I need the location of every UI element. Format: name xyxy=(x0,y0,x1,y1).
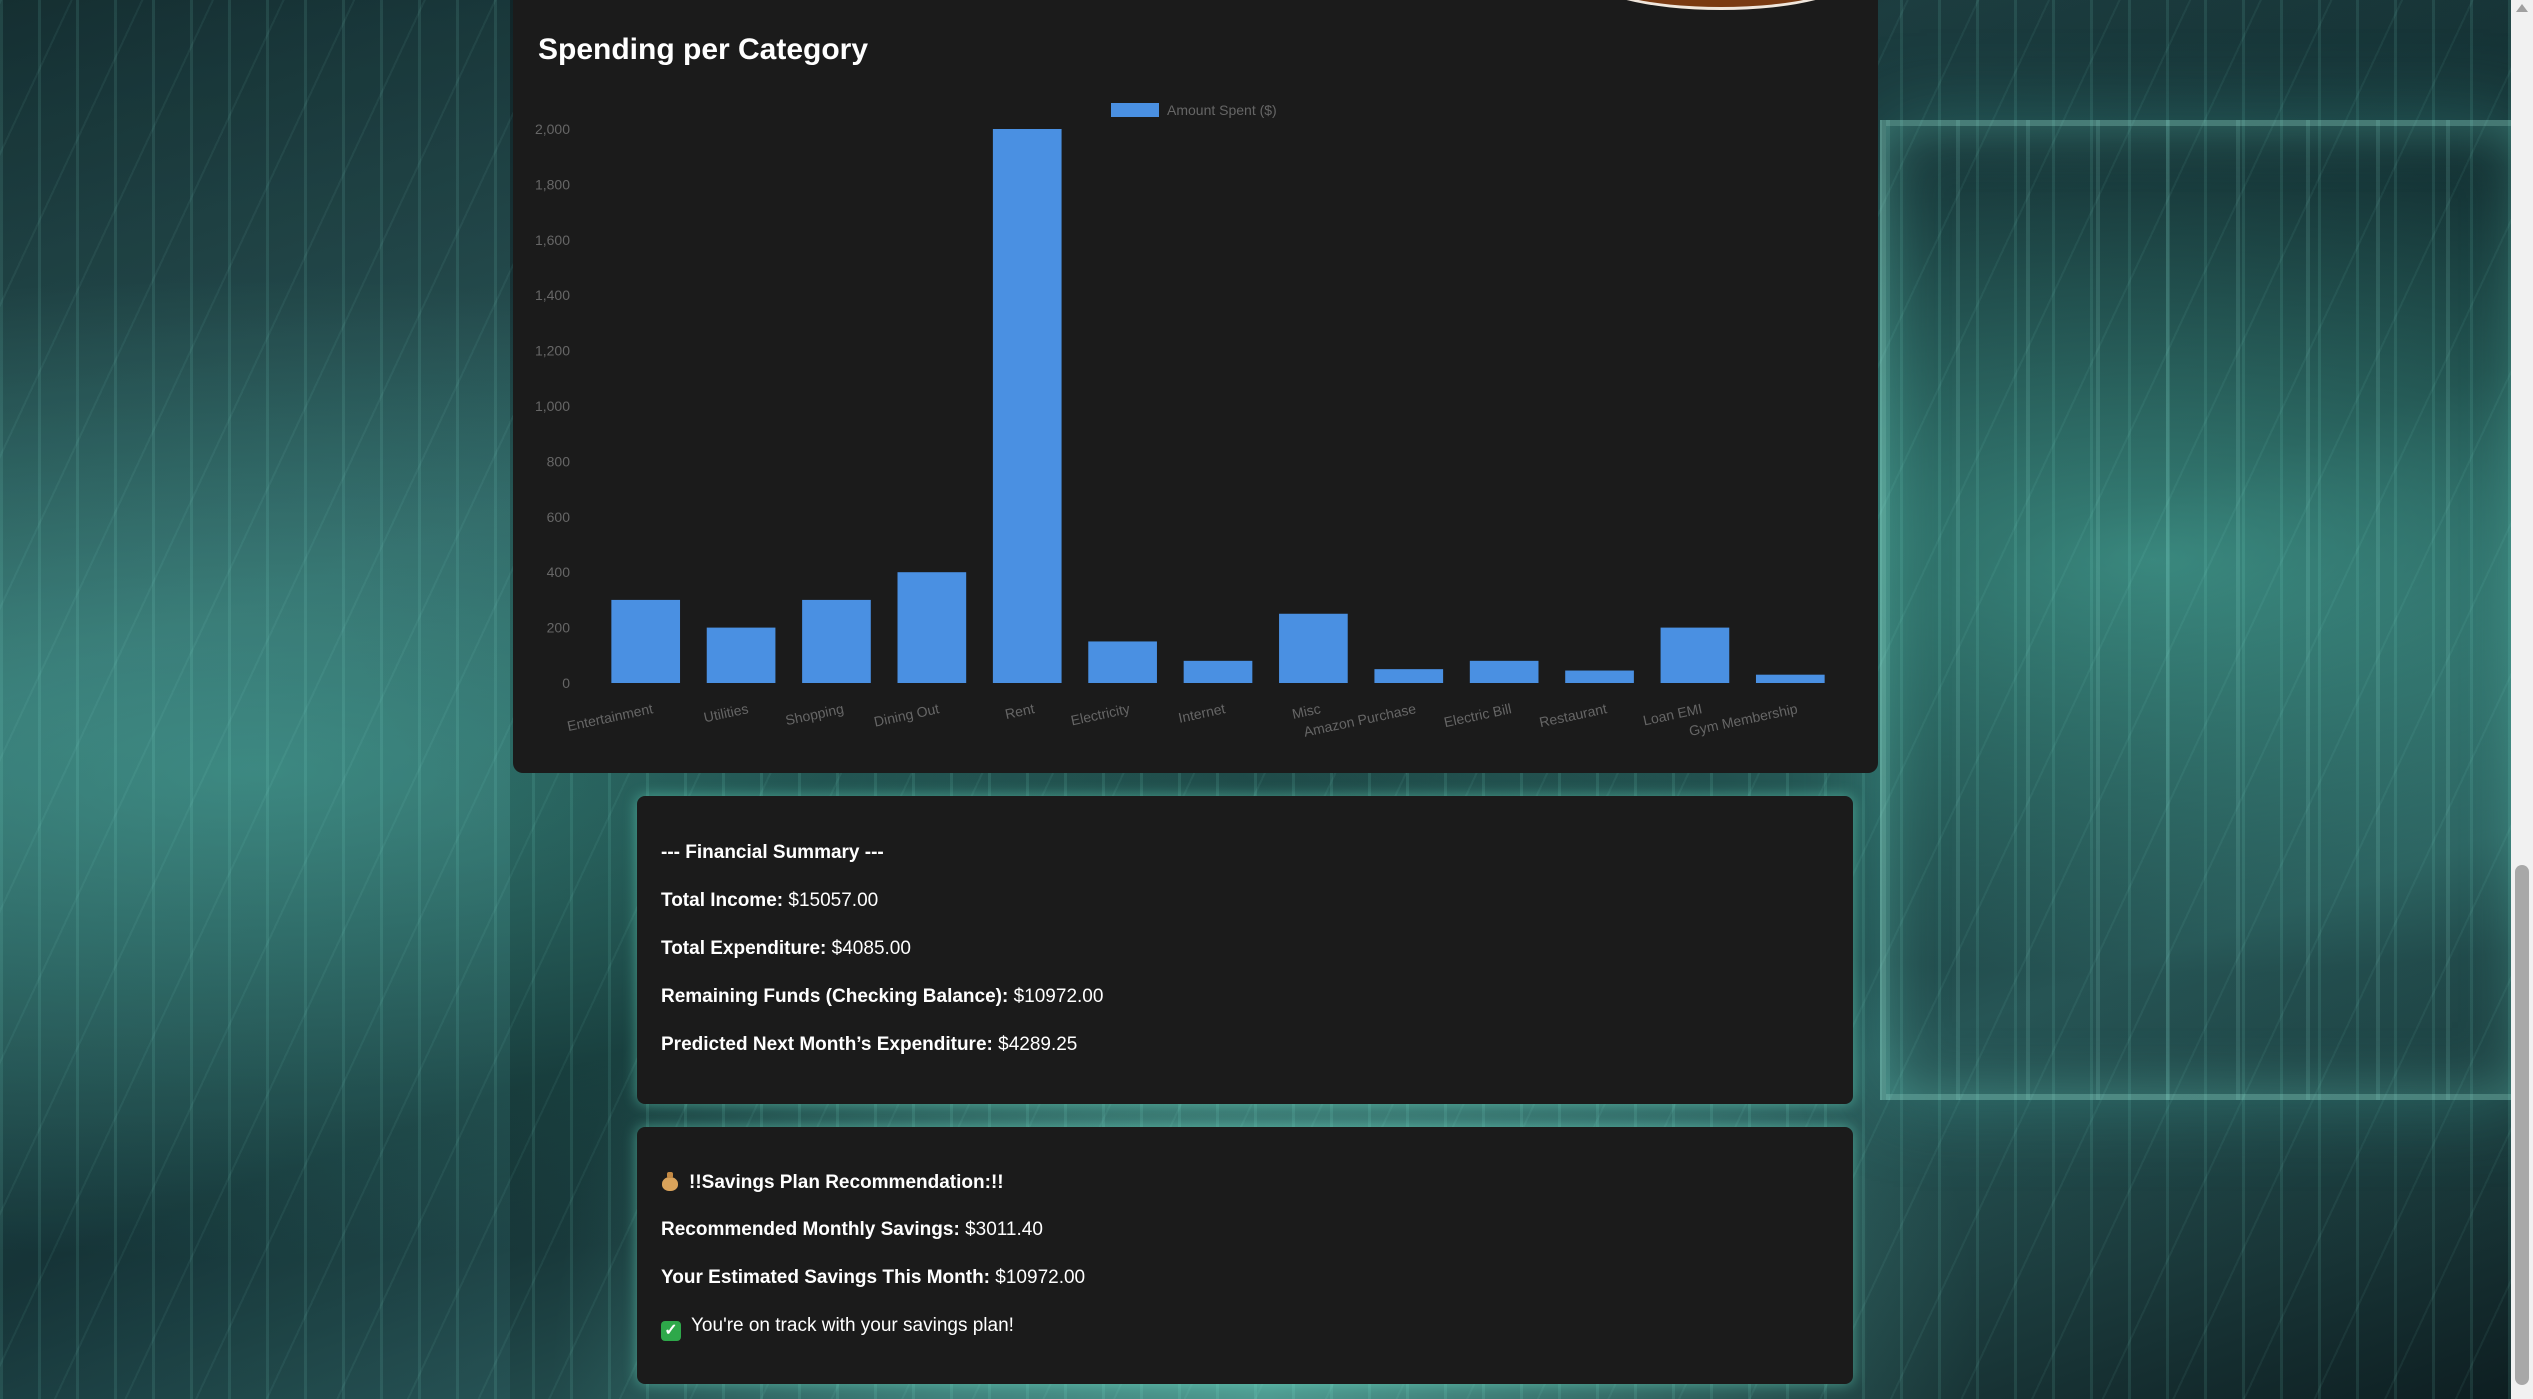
financial-summary-card: --- Financial Summary --- Total Income: … xyxy=(637,796,1853,1104)
bar-misc xyxy=(1279,613,1348,683)
y-tick-label: 1,000 xyxy=(535,398,570,414)
x-tick-label: Restaurant xyxy=(1538,700,1608,730)
spending-bar-chart: Amount Spent ($) 0 200 400 600 800 1,000 1,200 1… xyxy=(535,102,1825,740)
y-tick-label: 400 xyxy=(547,564,571,580)
savings-heading: !!Savings Plan Recommendation:!! xyxy=(661,1171,1004,1194)
bar-gym-membership xyxy=(1755,674,1825,683)
x-tick-label: Dining Out xyxy=(872,700,940,729)
total-expenditure-row: Total Expenditure: $4085.00 xyxy=(661,938,911,960)
recommended-savings-row: Recommended Monthly Savings: $3011.40 xyxy=(661,1219,1043,1241)
background-glow xyxy=(0,0,510,1399)
predicted-expenditure-label: Predicted Next Month’s Expenditure: xyxy=(661,1034,993,1055)
predicted-expenditure-row: Predicted Next Month’s Expenditure: $428… xyxy=(661,1034,1077,1056)
legend-label: Amount Spent ($) xyxy=(1167,102,1277,118)
x-tick-label: Misc xyxy=(1291,700,1322,722)
recommended-savings-label: Recommended Monthly Savings: xyxy=(661,1219,960,1240)
x-tick-label: Gym Membership xyxy=(1688,700,1800,739)
y-tick-label: 800 xyxy=(547,453,571,469)
bar-electric-bill xyxy=(1469,660,1539,683)
bar-shopping xyxy=(802,599,871,683)
total-expenditure-value: $4085.00 xyxy=(831,938,911,959)
legend-swatch xyxy=(1111,103,1159,117)
savings-plan-card: !!Savings Plan Recommendation:!! Recomme… xyxy=(637,1127,1853,1384)
estimated-savings-value: $10972.00 xyxy=(995,1267,1086,1288)
bar-rent xyxy=(992,129,1062,683)
x-tick-label: Electricity xyxy=(1069,700,1131,728)
x-tick-label: Electric Bill xyxy=(1442,700,1512,730)
bar-electricity xyxy=(1088,641,1157,683)
y-tick-label: 2,000 xyxy=(535,121,570,137)
bar-internet xyxy=(1183,660,1253,683)
bar-amazon-purchase xyxy=(1374,669,1444,683)
background-server-box xyxy=(1880,120,2530,1100)
x-tick-label: Entertainment xyxy=(566,700,655,734)
y-tick-label: 200 xyxy=(547,620,571,636)
scroll-up-arrow-icon[interactable] xyxy=(2516,4,2528,12)
estimated-savings-label: Your Estimated Savings This Month: xyxy=(661,1267,991,1288)
bar-utilities xyxy=(706,627,776,683)
y-tick-label: 0 xyxy=(562,675,570,691)
page-scrollbar[interactable] xyxy=(2511,0,2533,1399)
savings-status-text: You're on track with your savings plan! xyxy=(691,1315,1014,1336)
scrollbar-thumb[interactable] xyxy=(2515,865,2529,1385)
recommended-savings-value: $3011.40 xyxy=(965,1219,1043,1240)
remaining-funds-row: Remaining Funds (Checking Balance): $109… xyxy=(661,986,1103,1008)
y-tick-label: 600 xyxy=(547,509,571,525)
x-tick-label: Rent xyxy=(1004,700,1036,722)
x-tick-label: Internet xyxy=(1177,700,1227,726)
bar-restaurant xyxy=(1565,670,1634,683)
total-income-value: $15057.00 xyxy=(788,890,879,911)
y-tick-label: 1,400 xyxy=(535,287,570,303)
money-bag-icon xyxy=(661,1171,679,1191)
x-tick-label: Shopping xyxy=(784,700,845,728)
remaining-funds-value: $10972.00 xyxy=(1013,986,1104,1007)
remaining-funds-label: Remaining Funds (Checking Balance): xyxy=(661,986,1009,1007)
spending-chart-card: Spending per Category Amount Spent ($) 0 2… xyxy=(513,0,1878,773)
bar-loan-emi xyxy=(1660,627,1730,683)
total-income-label: Total Income: xyxy=(661,890,784,911)
estimated-savings-row: Your Estimated Savings This Month: $1097… xyxy=(661,1267,1085,1289)
x-tick-label: Utilities xyxy=(702,700,749,725)
check-mark-icon: ✓ xyxy=(661,1321,681,1341)
total-expenditure-label: Total Expenditure: xyxy=(661,938,827,959)
chart-title: Spending per Category xyxy=(538,33,869,66)
y-tick-label: 1,600 xyxy=(535,232,570,248)
bar-dining-out xyxy=(897,572,967,683)
total-income-row: Total Income: $15057.00 xyxy=(661,890,878,912)
y-tick-label: 1,200 xyxy=(535,343,570,359)
predicted-expenditure-value: $4289.25 xyxy=(998,1034,1078,1055)
savings-status-row: ✓ You're on track with your savings plan! xyxy=(661,1315,1014,1341)
bar-entertainment xyxy=(611,599,681,683)
y-tick-label: 1,800 xyxy=(535,176,570,192)
summary-heading: --- Financial Summary --- xyxy=(661,842,884,863)
